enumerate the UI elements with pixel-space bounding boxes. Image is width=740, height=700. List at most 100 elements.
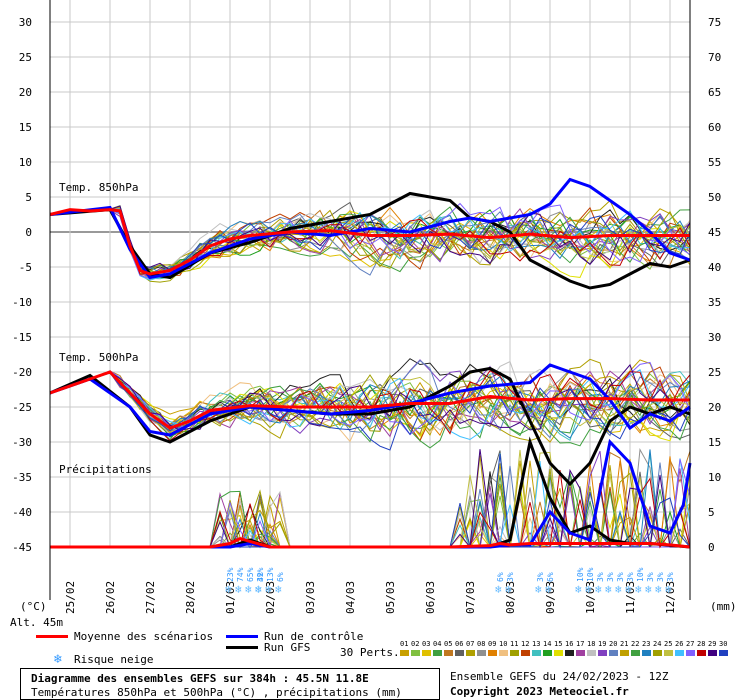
pert-swatch: [400, 650, 409, 656]
snow-pct: 10%: [636, 567, 645, 582]
pert-swatch: [499, 650, 508, 656]
y-tick-right: 40: [708, 261, 721, 274]
pert-swatch: [521, 650, 530, 656]
snowflake-icon: ❄: [535, 583, 542, 596]
pert-number: 01: [400, 640, 409, 648]
pert-swatch: [664, 650, 673, 656]
x-tick: 06/03: [424, 581, 437, 614]
pert-swatch: [609, 650, 618, 656]
pert-swatch: [675, 650, 684, 656]
pert-line: [49, 205, 691, 272]
snow-pct: 13%: [266, 567, 275, 582]
pert-number: 07: [466, 640, 475, 648]
pert-swatch: [576, 650, 585, 656]
pert-swatch: [532, 650, 541, 656]
y-tick-left: 10: [19, 156, 32, 169]
gfs-swatch: [226, 646, 258, 649]
snowflake-icon: ❄: [615, 583, 622, 596]
y-tick-right: 30: [708, 331, 721, 344]
snowflake-icon: ❄: [275, 583, 282, 596]
pert-number: 17: [576, 640, 585, 648]
control-swatch: [226, 635, 258, 638]
y-tick-right: 5: [708, 506, 715, 519]
y-tick-right: 35: [708, 296, 721, 309]
legend-snow: Risque neige: [74, 653, 154, 666]
y-tick-right: 0: [708, 541, 715, 554]
snow-pct: 6%: [546, 572, 555, 582]
snow-pct: 3%: [646, 572, 655, 582]
snow-pct: 74%: [236, 567, 245, 582]
snowflake-icon: ❄: [225, 583, 232, 596]
pert-number: 19: [598, 640, 607, 648]
pert-number: 29: [708, 640, 717, 648]
x-tick: 04/03: [344, 581, 357, 614]
series-line: [49, 366, 691, 487]
x-tick: 27/02: [144, 581, 157, 614]
y-tick-right: 55: [708, 156, 721, 169]
legend-gfs: Run GFS: [264, 641, 311, 654]
y-tick-right: 50: [708, 191, 721, 204]
pert-number: 24: [653, 640, 662, 648]
x-tick: 11/03: [624, 581, 637, 614]
y-tick-right: 10: [708, 471, 721, 484]
pert-swatch: [686, 650, 695, 656]
snow-pct: 3%: [256, 572, 265, 582]
y-tick-left: -5: [19, 261, 32, 274]
pert-swatch: [543, 650, 552, 656]
pert-line: [49, 360, 691, 435]
pert-swatch: [697, 650, 706, 656]
y-tick-right: 45: [708, 226, 721, 239]
pert-swatch: [598, 650, 607, 656]
snowflake-icon: ❄: [595, 583, 602, 596]
snowflake-icon: ❄: [54, 652, 62, 667]
x-tick: 26/02: [104, 581, 117, 614]
y-tick-right: 15: [708, 436, 721, 449]
y-tick-left: -10: [12, 296, 32, 309]
pert-swatch: [653, 650, 662, 656]
snow-pct: 6%: [496, 572, 505, 582]
y-tick-left: -45: [12, 541, 32, 554]
snow-pct: 3%: [596, 572, 605, 582]
y-tick-left: -30: [12, 436, 32, 449]
snowflake-icon: ❄: [665, 583, 672, 596]
y-tick-left: 30: [19, 16, 32, 29]
snow-pct: 23%: [226, 567, 235, 582]
pert-number: 23: [642, 640, 651, 648]
y-tick-left: 20: [19, 86, 32, 99]
pert-number: 11: [510, 640, 519, 648]
snow-pct: 65%: [246, 567, 255, 582]
snow-pct: 3%: [626, 572, 635, 582]
snow-pct: 3%: [616, 572, 625, 582]
snowflake-icon: ❄: [575, 583, 582, 596]
x-tick: 08/03: [504, 581, 517, 614]
snowflake-icon: ❄: [635, 583, 642, 596]
pert-number: 25: [664, 640, 673, 648]
pert-number: 22: [631, 640, 640, 648]
series-line: [50, 537, 691, 549]
left-unit: (°C): [20, 600, 47, 613]
snowflake-icon: ❄: [625, 583, 632, 596]
pert-number: 16: [565, 640, 574, 648]
x-tick: 07/03: [464, 581, 477, 614]
x-tick: 02/03: [264, 581, 277, 614]
snowflake-icon: ❄: [255, 583, 262, 596]
legend-mean: Moyenne des scénarios: [74, 630, 214, 643]
snow-pct: 10%: [576, 567, 585, 582]
right-unit: (mm): [710, 600, 737, 613]
pert-swatch: [719, 650, 728, 656]
snowflake-icon: ❄: [585, 583, 592, 596]
pert-number: 27: [686, 640, 695, 648]
y-tick-right: 75: [708, 16, 721, 29]
pert-swatch: [466, 650, 475, 656]
x-tick: 28/02: [184, 581, 197, 614]
snow-pct: 10%: [586, 567, 595, 582]
x-tick: 25/02: [64, 581, 77, 614]
pert-line: [49, 371, 691, 442]
x-tick: 01/03: [224, 581, 237, 614]
copyright: Copyright 2023 Meteociel.fr: [450, 685, 629, 698]
snowflake-icon: ❄: [645, 583, 652, 596]
pert-number: 05: [444, 640, 453, 648]
y-tick-left: -20: [12, 366, 32, 379]
pert-swatch: [642, 650, 651, 656]
snowflake-icon: ❄: [545, 583, 552, 596]
